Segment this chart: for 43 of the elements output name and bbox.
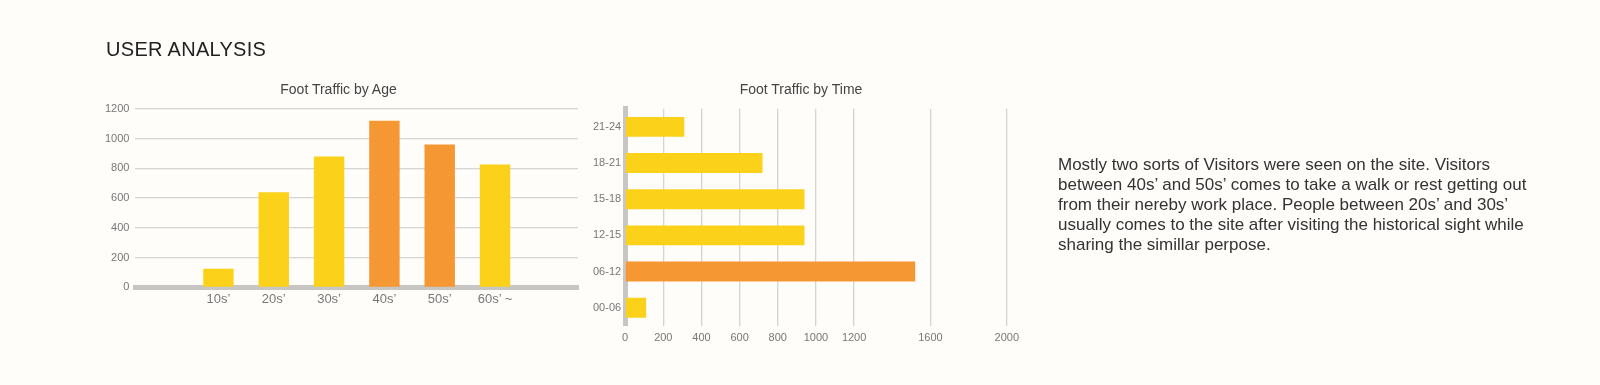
x-tick-label: 600 bbox=[730, 331, 749, 344]
y-tick-label: 0 bbox=[123, 280, 130, 293]
bar bbox=[369, 120, 400, 287]
y-tick-label: 06-12 bbox=[592, 264, 622, 277]
x-tick-label: 1000 bbox=[803, 331, 829, 344]
x-tick-label: 1200 bbox=[841, 331, 867, 344]
y-tick-label: 12-15 bbox=[592, 228, 622, 241]
x-tick-label: 20s’ bbox=[261, 290, 286, 306]
y-tick-label: 200 bbox=[111, 250, 130, 263]
y-tick-label: 15-18 bbox=[592, 192, 622, 205]
x-tick-label: 30s’ bbox=[317, 290, 342, 306]
y-tick-label: 18-21 bbox=[592, 156, 622, 169]
bar bbox=[625, 261, 916, 282]
y-tick-label: 00-06 bbox=[592, 300, 622, 313]
bar bbox=[258, 192, 289, 287]
bar bbox=[313, 156, 345, 287]
y-tick-label: 800 bbox=[111, 161, 130, 174]
x-tick-label: 2000 bbox=[994, 331, 1020, 344]
text: Mostly two sorts of Visitors were seen on the site. Visitors between 40s’ and 50s’ comes to take a walk or rest getting out from their nereby work place. People between 20s’ and 30s’ usually comes to the site after visiting the historical sight while sharing the simillar perpose. bbox=[1058, 155, 1528, 255]
y-tick-label: 600 bbox=[111, 191, 130, 204]
bar bbox=[625, 153, 763, 173]
y-tick-label: 21-24 bbox=[592, 119, 622, 132]
x-tick-label: 200 bbox=[654, 331, 673, 344]
x-tick-label: 50s’ bbox=[427, 290, 452, 306]
bar bbox=[424, 144, 455, 287]
x-tick-label: 800 bbox=[768, 331, 787, 344]
bar bbox=[625, 297, 647, 318]
bar bbox=[625, 189, 805, 210]
x-tick-label: 1600 bbox=[918, 331, 943, 344]
x-tick-label: 10s’ bbox=[206, 290, 231, 306]
bar bbox=[479, 164, 511, 287]
chart-title: Foot Traffic by Time bbox=[739, 81, 863, 98]
text: USER ANALYSIS bbox=[106, 38, 268, 61]
x-tick-label: 40s’ bbox=[372, 290, 397, 306]
bar bbox=[203, 268, 234, 287]
bar bbox=[625, 116, 685, 137]
x-tick-label: 60s’ ~ bbox=[477, 290, 513, 306]
chart-title: Foot Traffic by Age bbox=[280, 81, 397, 98]
x-tick-label: 400 bbox=[692, 331, 711, 344]
bar bbox=[625, 225, 805, 246]
y-tick-label: 1200 bbox=[104, 101, 130, 114]
y-tick-label: 400 bbox=[111, 220, 130, 233]
y-tick-label: 1000 bbox=[104, 131, 130, 144]
